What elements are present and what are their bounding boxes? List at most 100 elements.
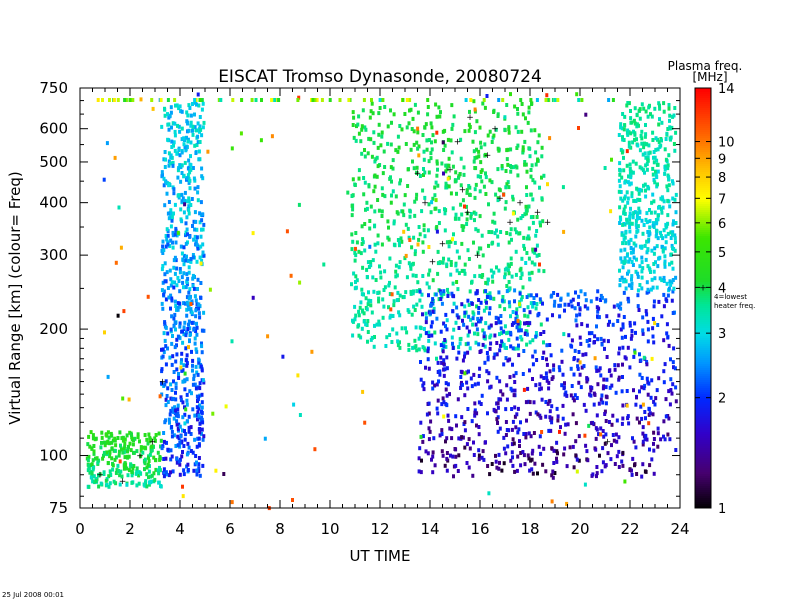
colorbar-band (695, 112, 711, 114)
echo-pixel (183, 429, 186, 433)
echo-pixel (471, 316, 475, 321)
echo-pixel (629, 169, 633, 174)
echo-pixel (459, 183, 463, 188)
echo-pixel (476, 381, 480, 386)
echo-pixel (647, 233, 651, 238)
echo-pixel (178, 163, 182, 168)
echo-pixel (520, 337, 524, 342)
echo-pixel (383, 285, 387, 290)
echo-pixel (527, 226, 531, 231)
echo-pixel (604, 385, 608, 390)
echo-pixel (663, 167, 667, 172)
echo-pixel (183, 412, 187, 417)
echo-pixel (92, 449, 96, 454)
echo-pixel (197, 157, 201, 162)
echo-pixel (490, 241, 494, 246)
echo-pixel (502, 461, 506, 466)
echo-pixel (463, 262, 467, 267)
echo-pixel (470, 279, 474, 284)
echo-pixel (534, 233, 538, 238)
echo-pixel (666, 335, 670, 340)
echo-pixel (354, 280, 357, 284)
echo-pixel (631, 170, 635, 175)
echo-pixel (101, 456, 105, 461)
echo-pixel (187, 204, 191, 209)
echo-pixel (442, 321, 446, 326)
echo-pixel (626, 101, 630, 105)
echo-pixel (408, 208, 412, 213)
x-tick-label: 6 (225, 520, 235, 538)
colorbar-band (695, 274, 711, 276)
echo-pixel (666, 198, 670, 203)
echo-pixel (584, 112, 588, 117)
echo-pixel (519, 420, 522, 425)
echo-pixel (490, 180, 494, 185)
echo-pixel (595, 471, 599, 476)
echo-pixel (563, 392, 567, 397)
echo-pixel (485, 94, 489, 98)
echo-pixel (357, 114, 361, 119)
echo-pixel (350, 232, 354, 237)
echo-pixel (529, 293, 533, 298)
echo-pixel (169, 283, 173, 288)
echo-pixel (655, 231, 659, 236)
echo-pixel (617, 449, 621, 454)
echo-pixel (360, 124, 364, 129)
echo-pixel (507, 127, 511, 132)
echo-pixel (638, 210, 642, 215)
echo-pixel (191, 368, 194, 373)
echo-pixel (575, 457, 579, 462)
echo-pixel (407, 342, 411, 347)
echo-pixel (503, 127, 507, 132)
echo-pixel (369, 299, 373, 303)
echo-pixel (552, 291, 556, 295)
echo-pixel (649, 210, 653, 215)
echo-pixel (487, 491, 491, 496)
echo-pixel (635, 472, 639, 476)
echo-pixel (588, 338, 592, 342)
echo-pixel (185, 176, 189, 181)
echo-pixel (298, 413, 302, 417)
echo-pixel (655, 158, 659, 163)
echo-pixel (404, 142, 408, 146)
echo-pixel (486, 292, 490, 297)
echo-pixel (94, 436, 98, 441)
echo-pixel (417, 153, 421, 158)
echo-pixel (153, 438, 157, 443)
echo-pixel (184, 233, 187, 238)
echo-pixel (164, 244, 168, 249)
echo-pixel (541, 462, 545, 467)
echo-pixel (198, 381, 202, 386)
echo-pixel (180, 109, 184, 114)
echo-pixel (516, 143, 520, 148)
echo-pixel (525, 251, 529, 255)
echo-pixel (484, 192, 488, 196)
echo-pixel (507, 240, 511, 245)
echo-pixel (623, 114, 627, 119)
echo-pixel (646, 230, 650, 234)
echo-pixel (416, 280, 420, 285)
echo-pixel (163, 261, 167, 266)
echo-pixel (636, 304, 640, 309)
colorbar-band (695, 236, 711, 238)
echo-pixel (194, 329, 198, 333)
echo-pixel (660, 244, 664, 249)
echo-pixel (636, 187, 640, 192)
echo-pixel (635, 225, 639, 230)
echo-pixel (673, 248, 677, 253)
colorbar-band (695, 302, 711, 304)
echo-pixel (189, 257, 193, 262)
echo-pixel (183, 437, 187, 442)
echo-pixel (598, 366, 602, 371)
echo-pixel (512, 373, 516, 378)
echo-pixel (442, 171, 445, 176)
echo-pixel (130, 470, 134, 474)
echo-pixel (594, 447, 598, 452)
colorbar-band (695, 330, 711, 332)
echo-pixel (189, 203, 193, 207)
echo-pixel (281, 354, 285, 359)
echo-pixel (471, 473, 475, 478)
echo-pixel (87, 484, 91, 489)
echo-pixel (187, 296, 191, 301)
